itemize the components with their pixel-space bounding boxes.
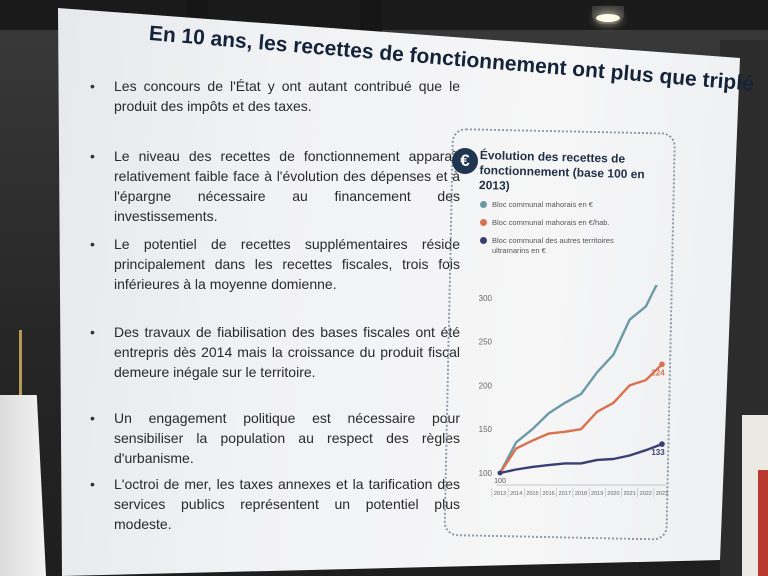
flag <box>0 395 46 576</box>
bullet-item: • Le niveau des recettes de fonctionneme… <box>90 146 460 226</box>
legend-label: Bloc communal des autres territoires ult… <box>492 236 614 255</box>
y-tick-label: 200 <box>479 381 493 390</box>
euro-icon: € <box>452 148 478 174</box>
series-end-label: 224 <box>651 368 665 377</box>
y-tick-label: 100 <box>479 469 493 478</box>
bullet-item: • Le potentiel de recettes supplémentair… <box>90 234 460 294</box>
y-tick-label: 250 <box>479 338 493 347</box>
bullet-item: • L'octroi de mer, les taxes annexes et … <box>90 474 460 534</box>
x-tick-label: 2020 <box>607 491 619 497</box>
series-line <box>499 442 663 475</box>
start-value-label: 100 <box>494 478 506 485</box>
series-line <box>498 285 658 474</box>
x-tick-label: 2018 <box>575 491 587 497</box>
x-tick-label: 2022 <box>640 491 652 497</box>
bullet-item: • Des travaux de fiabilisation des bases… <box>90 322 460 382</box>
x-tick-label: 2017 <box>559 491 571 497</box>
x-tick-label: 2023 <box>656 491 668 497</box>
side-banner-stripe <box>758 470 768 576</box>
flag-pole <box>19 330 22 420</box>
x-tick-label: 2016 <box>542 491 554 497</box>
line-chart: 100 150 200 250 300 2013 2014 2015 2016 2017 2018 2… <box>479 285 668 497</box>
x-tick-label: 2021 <box>623 491 635 497</box>
series-line <box>498 363 663 474</box>
bullet-text: Des travaux de fiabilisation des bases f… <box>114 324 460 380</box>
bullet-text: Le niveau des recettes de fonctionnement… <box>114 148 460 224</box>
bullet-marker: • <box>90 410 95 426</box>
legend-label: Bloc communal mahorais en € <box>492 200 593 209</box>
bullet-marker: • <box>90 476 95 492</box>
x-tick-label: 2015 <box>526 491 538 497</box>
x-tick-label: 2019 <box>591 491 603 497</box>
y-tick-label: 300 <box>479 294 493 303</box>
series-end-point <box>659 361 665 368</box>
series-start-point <box>497 470 503 476</box>
bullet-text: Le potentiel de recettes supplémentaires… <box>114 236 460 292</box>
bullet-marker: • <box>90 148 95 164</box>
y-tick-label: 150 <box>479 425 493 434</box>
bullet-item: • Les concours de l'État y ont autant co… <box>90 76 460 116</box>
series-end-point <box>659 441 665 447</box>
x-tick-label: 2013 <box>494 491 506 497</box>
bullet-marker: • <box>90 324 95 340</box>
series-end-label: 133 <box>651 448 665 457</box>
legend-item: Bloc communal des autres territoires ult… <box>480 236 650 256</box>
bullet-text: Un engagement politique est nécessaire p… <box>114 410 460 466</box>
series-end-label: 327 <box>651 285 665 287</box>
legend-item: Bloc communal mahorais en €/hab. <box>480 218 650 228</box>
chart-title: Évolution des recettes de fonctionnement… <box>478 148 645 193</box>
lamp-light <box>596 14 620 22</box>
legend-label: Bloc communal mahorais en €/hab. <box>492 218 610 227</box>
legend-dot <box>480 201 487 208</box>
bullet-marker: • <box>90 78 95 94</box>
legend-dot <box>480 219 487 226</box>
bullet-text: Les concours de l'État y ont autant cont… <box>114 78 460 114</box>
legend-item: Bloc communal mahorais en € <box>480 200 650 210</box>
bullet-marker: • <box>90 236 95 252</box>
x-tick-label: 2014 <box>510 491 522 497</box>
bullet-item: • Un engagement politique est nécessaire… <box>90 408 460 468</box>
legend-dot <box>480 237 487 244</box>
bullet-text: L'octroi de mer, les taxes annexes et la… <box>114 476 460 532</box>
